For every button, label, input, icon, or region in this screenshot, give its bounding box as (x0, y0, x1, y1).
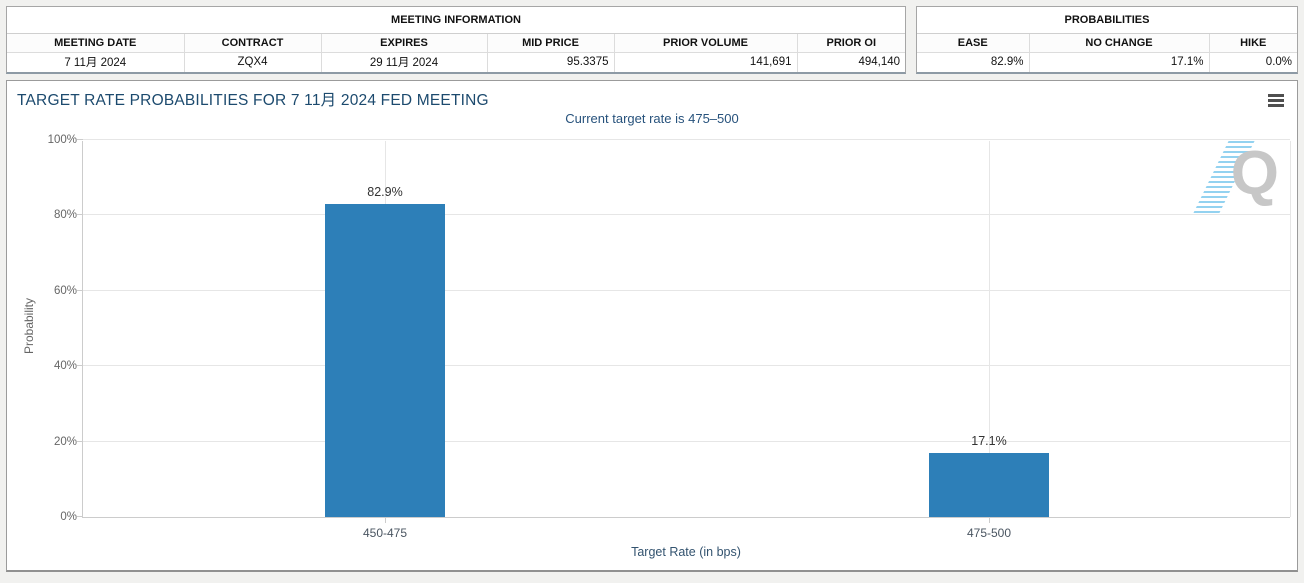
col-ease: EASE (917, 32, 1030, 53)
hike-value: 0.0% (1208, 51, 1298, 72)
col-hike: HIKE (1208, 32, 1298, 53)
x-gridline (988, 141, 990, 517)
y-tick-label: 80% (53, 209, 77, 222)
probabilities-title: PROBABILITIES (917, 7, 1298, 34)
plot-right-border (1290, 141, 1291, 517)
quikstrike-watermark: Q (1193, 139, 1281, 215)
chart-title: TARGET RATE PROBABILITIES FOR 7 11月 2024… (17, 92, 489, 109)
y-gridline (83, 365, 1290, 367)
ease-value: 82.9% (917, 51, 1030, 72)
meeting-information-title: MEETING INFORMATION (7, 7, 906, 34)
y-gridline (83, 440, 1290, 442)
expires-value: 29 11月 2024 (320, 51, 488, 72)
plot-area: 0% 20% 40% 60% 80% 100% 82.9% 450-475 17.1% 475-5… (48, 134, 1291, 540)
col-prior-oi: PRIOR OI (796, 32, 906, 53)
y-axis-tick (77, 289, 83, 291)
x-category-label: 475-500 (966, 526, 1012, 540)
y-axis-tick (77, 516, 83, 517)
x-category-label: 450-475 (362, 526, 408, 540)
no-change-value: 17.1% (1028, 51, 1210, 72)
y-axis-tick (77, 440, 83, 442)
y-tick-label: 0% (60, 511, 77, 523)
watermark-q-icon: Q (1230, 139, 1279, 208)
prior-oi-value: 494,140 (796, 51, 906, 72)
probability-bar[interactable] (929, 452, 1049, 517)
chart-subtitle: Current target rate is 475–500 (565, 111, 739, 126)
col-mid-price: MID PRICE (486, 32, 615, 53)
y-tick-label: 20% (53, 435, 77, 448)
prior-volume-value: 141,691 (613, 51, 798, 72)
mid-price-value: 95.3375 (486, 51, 615, 72)
x-axis-tick (384, 518, 386, 523)
y-tick-label: 60% (53, 284, 77, 297)
col-meeting-date: MEETING DATE (7, 32, 185, 53)
bar-value-label: 17.1% (971, 433, 1007, 448)
y-gridline (83, 289, 1290, 291)
contract-value: ZQX4 (183, 51, 322, 72)
probabilities-panel: PROBABILITIES EASE NO CHANGE HIKE 82.9% … (916, 6, 1298, 74)
col-contract: CONTRACT (183, 32, 322, 53)
probabilities-table: PROBABILITIES EASE NO CHANGE HIKE 82.9% … (917, 7, 1298, 72)
y-axis-tick (77, 139, 83, 140)
y-axis-tick (77, 214, 83, 216)
meeting-information-table: MEETING INFORMATION MEETING DATE CONTRAC… (7, 7, 906, 72)
meeting-information-panel: MEETING INFORMATION MEETING DATE CONTRAC… (6, 6, 906, 74)
probability-bar[interactable] (325, 204, 445, 517)
y-tick-label: 40% (53, 360, 77, 373)
chart-panel: TARGET RATE PROBABILITIES FOR 7 11月 2024… (6, 80, 1298, 572)
probabilities-row: 82.9% 17.1% 0.0% (917, 51, 1298, 72)
y-tick-label: 100% (47, 134, 77, 146)
meeting-date-value: 7 11月 2024 (7, 51, 185, 72)
bar-value-label: 82.9% (367, 185, 403, 200)
col-no-change: NO CHANGE (1028, 32, 1210, 53)
hamburger-menu-icon[interactable] (1268, 94, 1284, 107)
y-gridline (83, 139, 1290, 140)
col-expires: EXPIRES (320, 32, 488, 53)
meeting-information-row: 7 11月 2024 ZQX4 29 11月 2024 95.3375 141,… (7, 51, 906, 72)
y-axis-tick (77, 365, 83, 367)
x-axis-tick (988, 518, 990, 523)
col-prior-volume: PRIOR VOLUME (613, 32, 798, 53)
x-axis-title: Target Rate (in bps) (631, 545, 741, 559)
y-gridline (83, 214, 1290, 216)
